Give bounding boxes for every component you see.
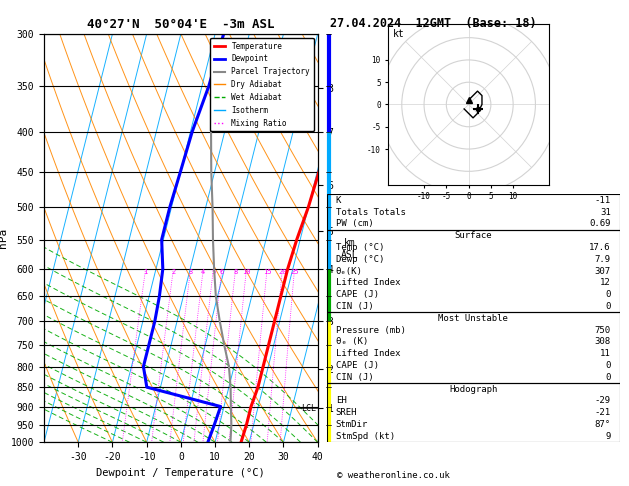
Text: CAPE (J): CAPE (J) xyxy=(336,361,379,370)
Text: PW (cm): PW (cm) xyxy=(336,219,374,228)
Text: Lifted Index: Lifted Index xyxy=(336,349,400,358)
Text: 3: 3 xyxy=(189,269,192,275)
Text: 0: 0 xyxy=(606,373,611,382)
Text: -29: -29 xyxy=(594,397,611,405)
Text: 0.69: 0.69 xyxy=(589,219,611,228)
Text: Lifted Index: Lifted Index xyxy=(336,278,400,287)
Text: 12: 12 xyxy=(600,278,611,287)
Text: -21: -21 xyxy=(594,408,611,417)
Text: 11: 11 xyxy=(600,349,611,358)
Text: 308: 308 xyxy=(594,337,611,347)
Text: EH: EH xyxy=(336,397,347,405)
Text: 27.04.2024  12GMT  (Base: 18): 27.04.2024 12GMT (Base: 18) xyxy=(330,17,537,30)
Text: kt: kt xyxy=(393,29,404,39)
Text: 750: 750 xyxy=(594,326,611,335)
Text: Surface: Surface xyxy=(455,231,492,240)
Text: 0: 0 xyxy=(606,302,611,311)
Text: 6: 6 xyxy=(220,269,224,275)
Text: 25: 25 xyxy=(290,269,299,275)
Text: 2: 2 xyxy=(171,269,175,275)
Text: Totals Totals: Totals Totals xyxy=(336,208,406,217)
Text: 5: 5 xyxy=(211,269,216,275)
Text: 7.9: 7.9 xyxy=(594,255,611,264)
Text: SREH: SREH xyxy=(336,408,357,417)
Text: © weatheronline.co.uk: © weatheronline.co.uk xyxy=(337,471,449,480)
Text: Pressure (mb): Pressure (mb) xyxy=(336,326,406,335)
Text: 9: 9 xyxy=(606,432,611,441)
Text: θₑ (K): θₑ (K) xyxy=(336,337,368,347)
Bar xyxy=(327,383,620,442)
Text: -11: -11 xyxy=(594,196,611,205)
Text: 0: 0 xyxy=(606,361,611,370)
Text: θₑ(K): θₑ(K) xyxy=(336,267,363,276)
Text: LCL: LCL xyxy=(302,404,316,413)
Text: 87°: 87° xyxy=(594,420,611,429)
X-axis label: Dewpoint / Temperature (°C): Dewpoint / Temperature (°C) xyxy=(96,468,265,478)
Text: CIN (J): CIN (J) xyxy=(336,373,374,382)
Bar xyxy=(327,230,620,312)
Text: Temp (°C): Temp (°C) xyxy=(336,243,384,252)
Text: 1: 1 xyxy=(143,269,148,275)
Text: StmDir: StmDir xyxy=(336,420,368,429)
Text: 31: 31 xyxy=(600,208,611,217)
Text: Hodograph: Hodograph xyxy=(449,384,498,394)
Y-axis label: km
ASL: km ASL xyxy=(341,238,359,260)
Text: Dewp (°C): Dewp (°C) xyxy=(336,255,384,264)
Text: 15: 15 xyxy=(263,269,271,275)
Text: 8: 8 xyxy=(233,269,238,275)
Y-axis label: hPa: hPa xyxy=(0,228,8,248)
Text: 17.6: 17.6 xyxy=(589,243,611,252)
Text: CIN (J): CIN (J) xyxy=(336,302,374,311)
Text: 20: 20 xyxy=(278,269,287,275)
Text: 10: 10 xyxy=(242,269,251,275)
Text: Most Unstable: Most Unstable xyxy=(438,314,508,323)
Title: 40°27'N  50°04'E  -3m ASL: 40°27'N 50°04'E -3m ASL xyxy=(87,18,275,32)
Bar xyxy=(327,312,620,383)
Bar xyxy=(327,194,620,230)
Legend: Temperature, Dewpoint, Parcel Trajectory, Dry Adiabat, Wet Adiabat, Isotherm, Mi: Temperature, Dewpoint, Parcel Trajectory… xyxy=(210,38,314,131)
Text: 307: 307 xyxy=(594,267,611,276)
Text: StmSpd (kt): StmSpd (kt) xyxy=(336,432,395,441)
Text: CAPE (J): CAPE (J) xyxy=(336,290,379,299)
Text: 0: 0 xyxy=(606,290,611,299)
Text: K: K xyxy=(336,196,341,205)
Text: 4: 4 xyxy=(201,269,205,275)
